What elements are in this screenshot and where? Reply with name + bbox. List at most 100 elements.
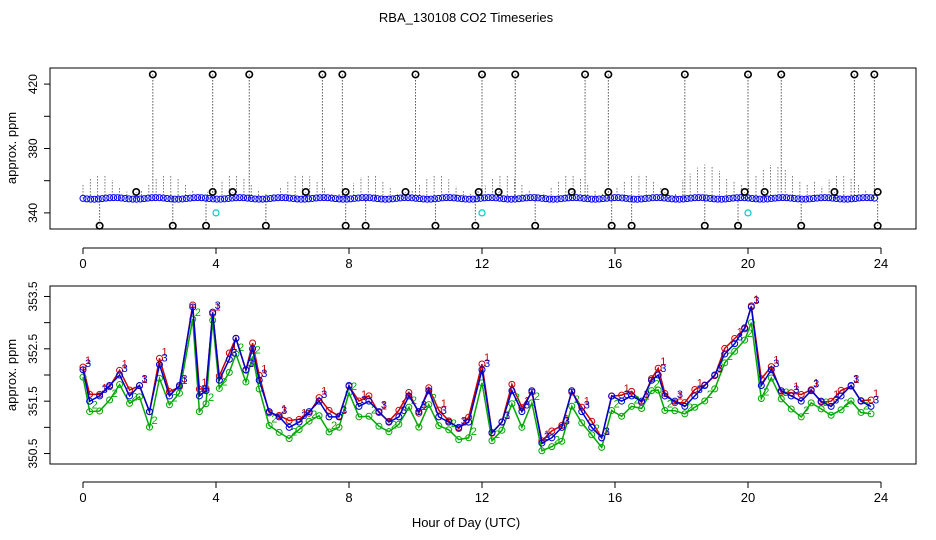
baseline-point <box>305 195 313 203</box>
series-3-point <box>568 387 576 395</box>
series-2-point <box>465 434 473 442</box>
series-1-label: 1 <box>853 374 859 386</box>
baseline-point <box>335 195 343 203</box>
baseline-point <box>809 195 817 203</box>
baseline-point <box>794 195 802 203</box>
baseline-point <box>752 195 760 203</box>
series-3-point <box>405 392 413 400</box>
series-3-point <box>731 340 739 348</box>
series-3-point <box>249 345 257 353</box>
baseline-point <box>783 194 791 202</box>
series-3-label: 3 <box>85 358 91 370</box>
series-3-point <box>295 418 303 426</box>
baseline-point <box>190 194 198 202</box>
baseline-point <box>664 194 672 202</box>
baseline-point <box>500 195 508 203</box>
series-2-point <box>96 407 104 415</box>
series-3-point <box>588 423 596 431</box>
baseline-point <box>423 195 431 203</box>
series-3-point <box>638 397 646 405</box>
baseline-point <box>656 194 664 202</box>
series-3-point <box>355 402 363 410</box>
baseline-point <box>484 194 492 202</box>
baseline-point <box>454 194 462 202</box>
series-3-label: 3 <box>161 353 167 365</box>
series-2-point <box>857 408 865 416</box>
series-2-point <box>375 422 383 430</box>
series-2-point <box>498 426 506 434</box>
series-3-label: 3 <box>341 405 347 417</box>
series-2-point <box>116 381 124 389</box>
spike-point <box>245 70 254 79</box>
baseline-point <box>530 194 538 202</box>
series-3-point <box>189 303 197 311</box>
series-2-label: 2 <box>747 328 753 340</box>
cyan-point <box>744 209 752 217</box>
baseline-point <box>626 195 634 203</box>
baseline-point <box>255 195 263 203</box>
series-1-point <box>116 366 124 374</box>
baseline-point <box>832 195 840 203</box>
baseline-point <box>232 194 240 202</box>
series-2-point <box>165 401 173 409</box>
series-2-point <box>797 413 805 421</box>
series-3-point <box>478 366 486 374</box>
series-2-point <box>807 399 815 407</box>
series-2-point <box>285 435 293 443</box>
series-3-label: 3 <box>401 405 407 417</box>
series-3-label: 3 <box>793 384 799 396</box>
baseline-point <box>289 195 297 203</box>
series-2-point <box>867 410 875 418</box>
baseline-point <box>354 194 362 202</box>
series-3-point <box>365 397 373 405</box>
baseline-point <box>282 194 290 202</box>
series-1-label: 1 <box>441 398 447 410</box>
spike-point <box>830 187 839 196</box>
spike-point <box>607 221 616 230</box>
baseline-point <box>672 195 680 203</box>
baseline-point <box>633 195 641 203</box>
baseline-point <box>79 194 87 202</box>
baseline-point <box>756 195 764 203</box>
series-3-point <box>787 392 795 400</box>
series-2-label: 2 <box>431 393 437 405</box>
cyan-point <box>212 209 220 217</box>
series-2-point <box>415 423 423 431</box>
series-3-point <box>305 408 313 416</box>
series-3-label: 3 <box>381 400 387 412</box>
series-2-point <box>691 403 699 411</box>
series-3-label: 3 <box>737 332 743 344</box>
series-3-point <box>857 397 865 405</box>
baseline-point <box>373 195 381 203</box>
baseline-point <box>718 195 726 203</box>
series-3-point <box>215 376 223 384</box>
baseline-point <box>270 194 278 202</box>
top-panel: 0 4 8 12 16 20 24 340 380 420 approx. ppm <box>4 67 917 271</box>
series-2-label: 2 <box>451 418 457 430</box>
series-1-label: 1 <box>361 389 367 401</box>
baseline-point <box>331 195 339 203</box>
spike-point <box>743 70 752 79</box>
series-2-point <box>86 408 94 416</box>
baseline-point <box>683 195 691 203</box>
series-2-point <box>817 405 825 413</box>
series-3-point <box>106 381 114 389</box>
y-tick-label: 353.5 <box>26 281 40 311</box>
series-1-label: 1 <box>753 294 759 306</box>
baseline-point <box>152 194 160 202</box>
baseline-point <box>840 195 848 203</box>
series-2-label: 2 <box>803 405 809 417</box>
spike-point <box>740 187 749 196</box>
series-2-point <box>315 412 323 420</box>
series-3-point <box>126 392 134 400</box>
series-1-label: 1 <box>201 377 207 389</box>
series-3-point <box>837 392 845 400</box>
series-1-label: 1 <box>544 429 550 441</box>
series-2-label: 2 <box>594 423 600 435</box>
series-1-label: 1 <box>584 395 590 407</box>
series-1-label: 1 <box>660 356 666 368</box>
series-3-point <box>335 413 343 421</box>
series-2-point <box>455 436 463 444</box>
baseline-point <box>159 194 167 202</box>
